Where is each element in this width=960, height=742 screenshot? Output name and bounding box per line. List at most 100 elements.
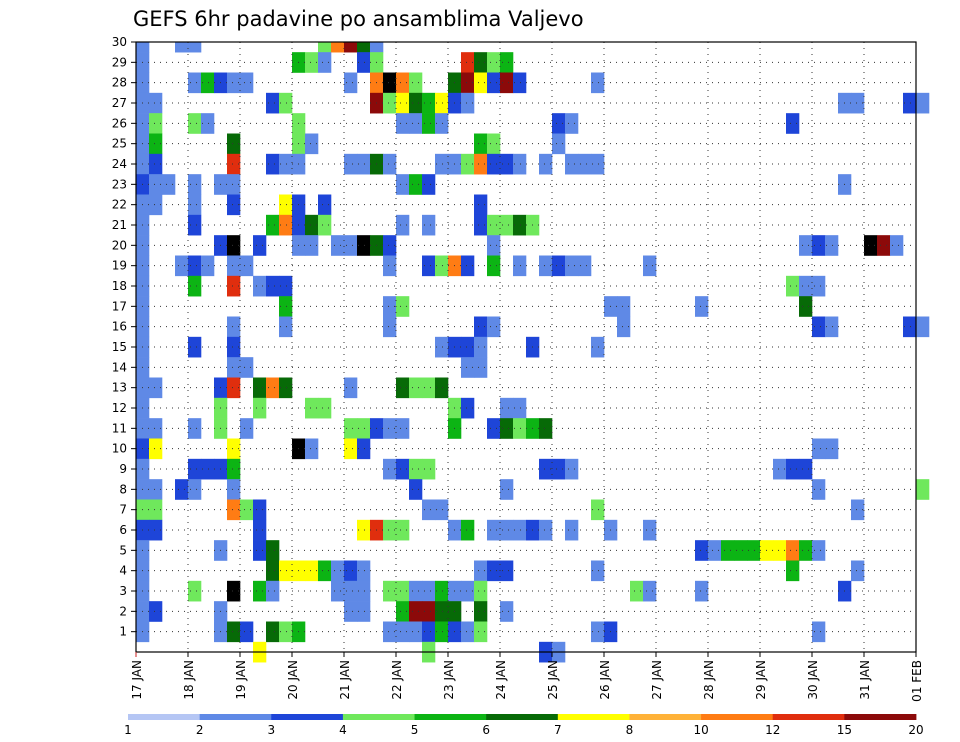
heatmap-cell [175, 255, 189, 277]
colorbar-swatch [772, 714, 845, 720]
heatmap-cell [487, 133, 501, 155]
heatmap-cell [474, 194, 488, 216]
heatmap-cell [201, 458, 215, 480]
heatmap-cell [279, 560, 293, 582]
heatmap-cell [357, 438, 371, 460]
heatmap-cell [383, 580, 397, 602]
heatmap-cell [500, 397, 514, 419]
colorbar-level-label: 10 [693, 723, 708, 737]
heatmap-cell [565, 153, 579, 175]
heatmap-cells [136, 42, 930, 663]
colorbar-level-label: 1 [124, 723, 132, 737]
heatmap-cell [500, 418, 514, 439]
heatmap-cell [305, 133, 319, 155]
heatmap-cell [513, 214, 527, 236]
colorbar-level-label: 6 [482, 723, 490, 737]
heatmap-cell [396, 92, 410, 114]
heatmap-cell [383, 92, 397, 114]
colorbar-level-label: 3 [267, 723, 275, 737]
heatmap-cell [461, 519, 475, 541]
heatmap-cell [409, 113, 423, 134]
heatmap-cell [227, 438, 241, 460]
heatmap-cell [500, 479, 514, 500]
heatmap-cell [591, 153, 605, 175]
y-tick-label: 20 [112, 238, 127, 252]
heatmap-cell [565, 519, 579, 541]
heatmap-cell [396, 296, 410, 317]
heatmap-cell [461, 52, 475, 73]
heatmap-cell [578, 153, 592, 175]
heatmap-cell [500, 214, 514, 236]
heatmap-cell [565, 255, 579, 277]
heatmap-cell [188, 458, 202, 480]
heatmap-cell [396, 377, 410, 399]
y-tick-label: 18 [112, 279, 127, 293]
heatmap-cell [409, 92, 423, 114]
heatmap-cell [318, 560, 332, 582]
heatmap-cell [344, 601, 358, 622]
heatmap-cell [383, 153, 397, 175]
heatmap-cell [916, 92, 930, 114]
heatmap-cell [786, 560, 800, 582]
heatmap-cell [422, 377, 436, 399]
x-tick-label: 20 JAN [286, 660, 300, 700]
heatmap-cell [318, 42, 332, 53]
heatmap-cell [422, 621, 436, 643]
heatmap-cell [149, 133, 163, 155]
heatmap-cell [383, 621, 397, 643]
heatmap-cell [357, 519, 371, 541]
heatmap-cell [825, 316, 839, 338]
heatmap-cell [474, 560, 488, 582]
heatmap-cell [552, 113, 566, 134]
heatmap-cell [409, 458, 423, 480]
heatmap-cell [435, 255, 449, 277]
heatmap-cell [487, 153, 501, 175]
heatmap-cell [812, 235, 826, 256]
heatmap-cell [279, 92, 293, 114]
heatmap-cell [279, 621, 293, 643]
heatmap-cell [643, 255, 657, 277]
heatmap-cell [474, 72, 488, 94]
colorbar-level-label: 2 [196, 723, 204, 737]
heatmap-cell [487, 519, 501, 541]
heatmap-cell [539, 519, 553, 541]
heatmap-cell [422, 458, 436, 480]
heatmap-cell [344, 438, 358, 460]
heatmap-cell [812, 316, 826, 338]
heatmap-cell [227, 255, 241, 277]
heatmap-cell [279, 316, 293, 338]
heatmap-cell [253, 397, 267, 419]
y-tick-label: 7 [119, 503, 127, 517]
heatmap-cell [773, 540, 787, 561]
colorbar-swatch [271, 714, 344, 720]
heatmap-cell [487, 316, 501, 338]
heatmap-cell [565, 113, 579, 134]
heatmap-cell [786, 113, 800, 134]
heatmap-cell [240, 255, 254, 277]
heatmap-cell [695, 540, 709, 561]
heatmap-cell [747, 540, 761, 561]
heatmap-cell [500, 601, 514, 622]
heatmap-cell [227, 194, 241, 216]
heatmap-cell [435, 113, 449, 134]
heatmap-cell [227, 235, 241, 256]
heatmap-cell [591, 560, 605, 582]
heatmap-cell [799, 235, 813, 256]
heatmap-cell [188, 580, 202, 602]
heatmap-cell [799, 540, 813, 561]
heatmap-cell [500, 560, 514, 582]
y-tick-label: 27 [112, 96, 127, 110]
heatmap-cell [474, 133, 488, 155]
heatmap-cell [383, 418, 397, 439]
heatmap-cell [435, 621, 449, 643]
colorbar-level-label: 12 [765, 723, 780, 737]
heatmap-cell [825, 235, 839, 256]
y-tick-label: 13 [112, 381, 127, 395]
heatmap-cell [318, 52, 332, 73]
y-tick-label: 6 [119, 523, 127, 537]
heatmap-cell [227, 580, 241, 602]
heatmap-cell [474, 214, 488, 236]
heatmap-cell [240, 357, 254, 378]
heatmap-cell [201, 255, 215, 277]
heatmap-cell [812, 621, 826, 643]
